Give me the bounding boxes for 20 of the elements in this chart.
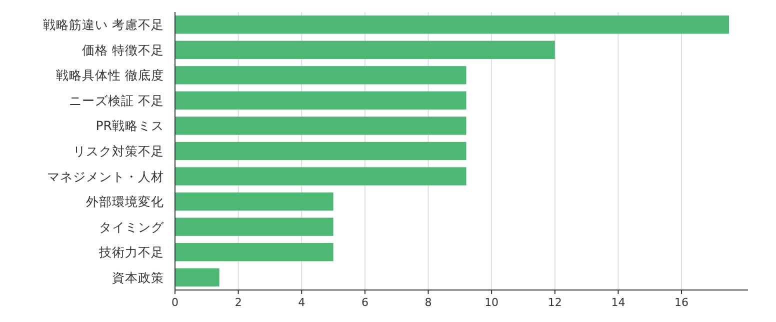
x-tick-label: 10 (484, 296, 499, 309)
x-tick-label: 16 (674, 296, 689, 309)
y-tick-label: タイミング (99, 219, 165, 234)
x-tick-label: 12 (548, 296, 562, 309)
x-tick-label: 8 (424, 296, 432, 309)
y-tick-label: 技術力不足 (98, 244, 164, 260)
y-tick-label: 外部環境変化 (86, 194, 164, 210)
y-tick-label: リスク対策不足 (73, 144, 164, 158)
y-tick-label: 戦略筋違い 考慮不足 (43, 17, 164, 32)
y-tick-label: 価格 特徴不足 (82, 42, 164, 58)
x-tick-label: 2 (234, 296, 242, 309)
y-tick-label: 資本政策 (112, 270, 164, 285)
y-tick-label: ニーズ検証 不足 (69, 92, 164, 108)
y-tick-label: PR戦略ミス (96, 118, 164, 134)
x-tick-label: 14 (611, 296, 626, 309)
x-tick-label: 0 (172, 296, 178, 309)
x-tick-label: 6 (361, 296, 368, 309)
x-tick-label: 4 (298, 296, 306, 309)
y-tick-label: マネジメント・人材 (47, 168, 164, 184)
y-tick-label: 戦略具体性 徹底度 (56, 68, 164, 83)
